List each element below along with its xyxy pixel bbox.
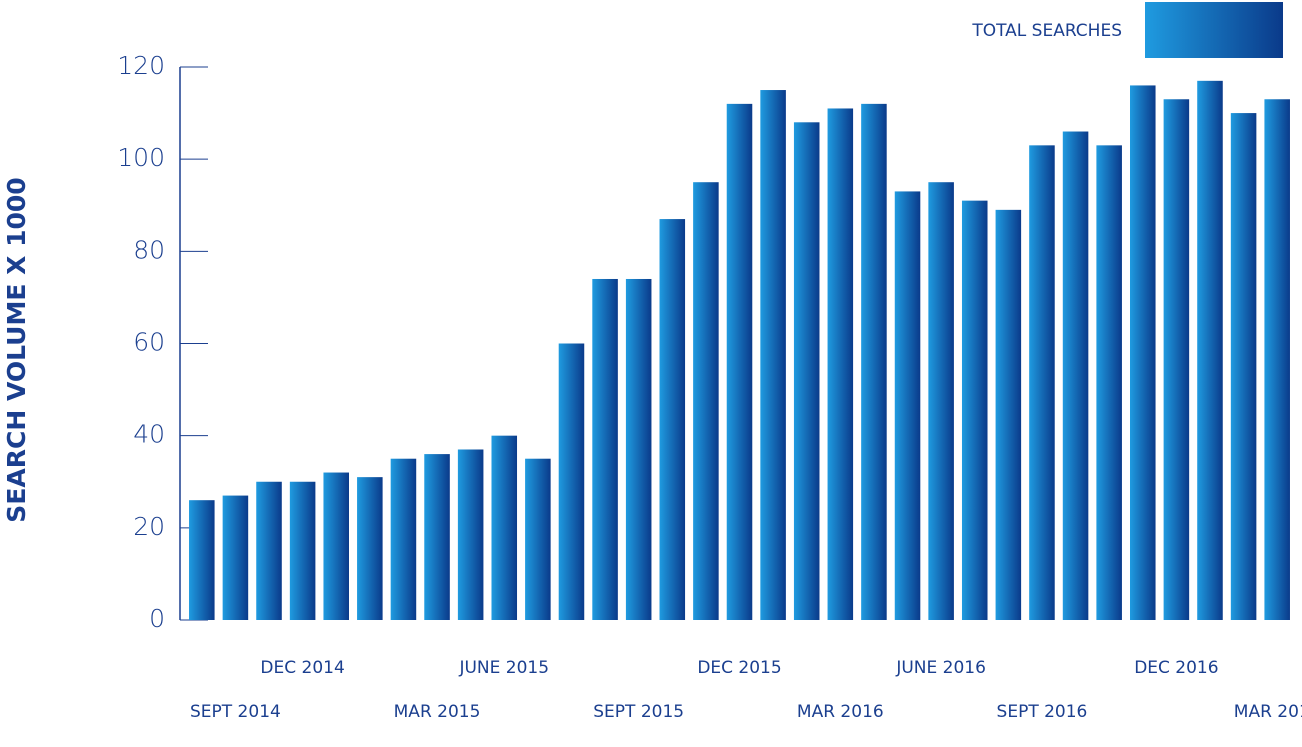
y-tick-label: 120 <box>117 51 165 80</box>
y-tick-label: 40 <box>133 420 165 449</box>
bar <box>525 458 551 620</box>
bar <box>592 278 618 620</box>
y-tick-label: 0 <box>149 604 165 633</box>
bar <box>793 122 820 621</box>
legend-label: TOTAL SEARCHES <box>971 21 1122 41</box>
x-tick-label: SEPT 2015 <box>593 702 684 722</box>
bar <box>894 191 921 621</box>
bar <box>1029 145 1055 620</box>
bar <box>659 219 686 620</box>
y-tick-label: 100 <box>117 143 165 172</box>
x-tick-label: MAR 2015 <box>394 702 481 722</box>
bar <box>289 481 316 620</box>
bar <box>1062 131 1089 620</box>
x-tick-label: SEPT 2016 <box>997 702 1088 722</box>
bar <box>726 103 753 620</box>
x-tick-label: JUNE 2016 <box>895 658 986 678</box>
bar <box>1130 85 1156 620</box>
bar <box>961 200 988 620</box>
bar <box>861 103 887 620</box>
bar <box>625 278 652 620</box>
bar <box>457 449 484 620</box>
bar <box>357 477 383 620</box>
bar <box>1264 99 1290 621</box>
bar <box>424 454 450 620</box>
x-tick-label: JUNE 2015 <box>458 658 549 678</box>
x-tick-label: MAR 2017 <box>1234 702 1302 722</box>
bar <box>760 90 786 620</box>
bar <box>827 108 854 620</box>
bar <box>1230 113 1257 620</box>
bar <box>1163 99 1190 621</box>
legend-swatch <box>1145 2 1283 58</box>
y-tick-label: 60 <box>133 328 165 357</box>
bar <box>995 209 1022 620</box>
bar <box>390 458 417 620</box>
bar <box>558 343 585 620</box>
bar <box>222 495 249 620</box>
bar <box>693 182 719 621</box>
x-tick-label: MAR 2016 <box>797 702 884 722</box>
bar <box>256 481 282 620</box>
x-tick-label: SEPT 2014 <box>190 702 281 722</box>
y-tick-label: 20 <box>133 512 165 541</box>
y-tick-label: 80 <box>133 235 165 264</box>
bar <box>491 435 518 620</box>
x-tick-label: DEC 2014 <box>260 658 344 678</box>
x-tick-label: DEC 2016 <box>1134 658 1218 678</box>
bar <box>1096 145 1122 620</box>
bar <box>928 182 954 621</box>
y-axis-label: SEARCH VOLUME X 1000 <box>2 177 31 522</box>
bar <box>189 500 215 620</box>
bar <box>1197 80 1223 620</box>
bar <box>323 472 349 620</box>
x-tick-label: DEC 2015 <box>697 658 781 678</box>
